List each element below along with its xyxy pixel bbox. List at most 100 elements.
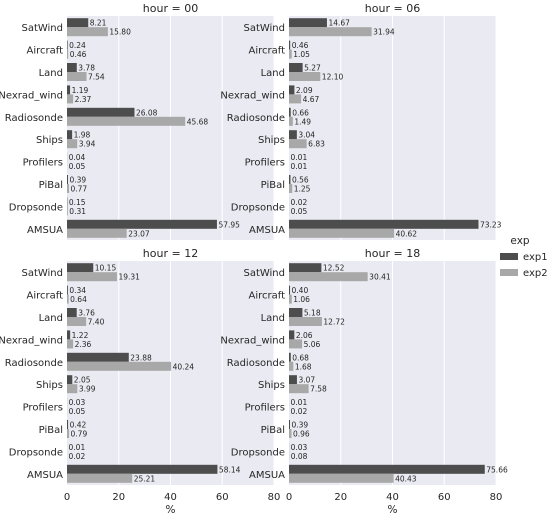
bar-exp2 [67,317,86,326]
data-label: 0.05 [291,207,308,216]
x-tick-label: 80 [268,492,281,503]
legend-title: exp [510,235,529,247]
bar-exp2 [289,50,292,59]
data-label: 0.46 [292,41,309,50]
data-label: 1.06 [293,295,310,304]
data-label: 0.39 [70,176,87,185]
bar-exp1 [67,41,68,50]
category-label: Land [39,68,63,79]
data-label: 0.02 [291,198,308,207]
data-label: 0.77 [70,185,87,194]
category-label: Aircraft [248,46,285,57]
data-label: 0.64 [70,295,87,304]
data-label: 0.01 [291,398,308,407]
category-label: Profilers [23,403,63,414]
bar-exp1 [67,330,70,339]
bar-exp2 [289,429,291,438]
category-label: SatWind [21,23,63,34]
data-label: 1.25 [294,185,311,194]
data-label: 30.41 [369,273,391,282]
bar-exp2 [67,384,77,393]
category-label: Profilers [245,403,285,414]
bar-exp1 [67,130,72,139]
bar-exp1 [67,375,72,384]
data-label: 0.03 [69,398,86,407]
bar-exp2 [289,474,394,483]
data-label: 2.36 [75,340,92,349]
bar-exp2 [289,184,292,193]
data-label: 26.08 [136,108,158,117]
bar-exp1 [289,85,294,94]
data-label: 5.27 [304,64,321,73]
category-label: Land [261,68,285,79]
data-label: 0.05 [69,407,86,416]
category-label: Nexrad_wind [0,335,63,346]
data-label: 23.07 [128,229,150,238]
data-label: 0.79 [71,430,88,439]
data-label: 0.46 [70,50,87,59]
data-label: 12.72 [323,318,345,327]
category-label: Dropsonde [9,447,63,458]
bar-exp2 [289,27,372,36]
bar-exp1 [289,375,297,384]
bar-exp1 [67,220,217,229]
category-label: Ships [36,380,63,391]
bar-exp1 [289,63,303,72]
data-label: 10.15 [95,264,117,273]
data-label: 0.56 [292,176,309,185]
category-label: Ships [258,380,285,391]
data-label: 73.23 [480,220,502,229]
bar-exp1 [67,465,217,474]
data-label: 0.01 [69,443,86,452]
category-label: Nexrad_wind [220,90,285,101]
bar-exp2 [289,339,302,348]
category-label: PiBal [39,425,63,436]
bar-exp1 [67,108,134,117]
data-label: 1.98 [74,131,91,140]
bar-exp2 [289,295,292,304]
category-label: Dropsonde [231,202,285,213]
bar-exp1 [289,308,302,317]
bar-exp1 [67,175,68,184]
data-label: 0.24 [69,41,86,50]
data-label: 0.15 [69,198,86,207]
legend-swatch-exp1 [500,253,518,260]
legend-entry: exp2 [523,268,548,279]
data-label: 0.02 [291,407,308,416]
data-label: 5.06 [304,340,321,349]
data-label: 2.09 [296,86,313,95]
bar-exp2 [289,317,322,326]
bar-exp2 [289,362,293,371]
category-label: AMSUA [27,225,63,236]
bar-exp2 [67,339,73,348]
category-label: Nexrad_wind [0,90,63,101]
bar-exp1 [289,175,290,184]
bar-exp1 [289,18,327,27]
x-tick-label: 20 [334,492,347,503]
category-label: Land [39,313,63,324]
bar-exp1 [289,353,291,362]
data-label: 0.39 [292,421,309,430]
bar-exp1 [289,465,485,474]
data-label: 0.03 [291,443,308,452]
bar-exp2 [67,429,69,438]
data-label: 0.96 [293,430,310,439]
bar-exp2 [67,474,132,483]
data-label: 40.43 [395,474,417,483]
category-label: PiBal [39,180,63,191]
data-label: 3.07 [298,376,315,385]
bar-exp2 [67,272,117,281]
bar-exp2 [67,139,77,148]
data-label: 2.05 [74,376,91,385]
x-tick-label: 40 [164,492,177,503]
bar-exp2 [67,50,68,59]
bar-exp1 [289,220,478,229]
data-label: 0.31 [69,207,86,216]
category-label: SatWind [243,23,285,34]
bar-exp1 [289,41,290,50]
category-label: SatWind [243,268,285,279]
data-label: 23.88 [130,353,152,362]
category-label: Aircraft [26,291,63,302]
data-label: 40.62 [396,229,418,238]
bar-exp1 [67,286,68,295]
